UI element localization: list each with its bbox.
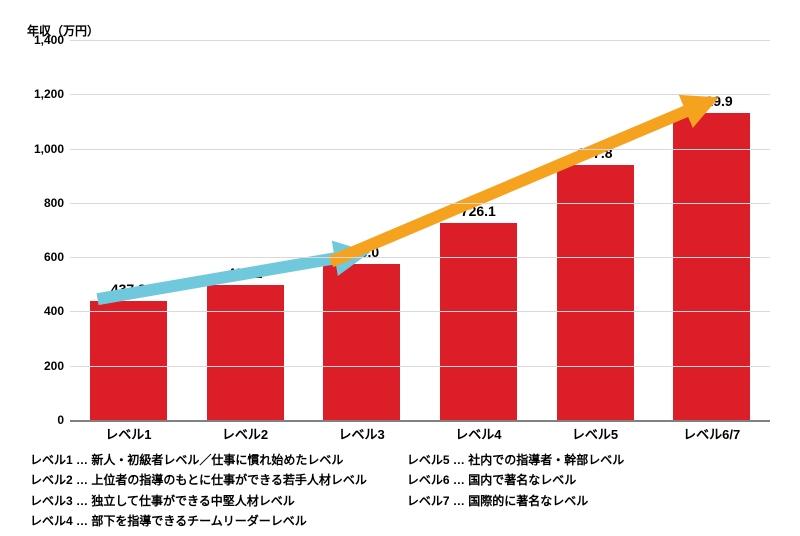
gridline — [70, 94, 770, 95]
y-tick-label: 800 — [4, 196, 64, 210]
legend-item-key: レベル5 … — [407, 450, 465, 470]
x-category-label: レベル6/7 — [683, 424, 740, 443]
gridline — [70, 366, 770, 367]
y-tick-label: 1,000 — [4, 142, 64, 156]
legend-item: レベル2 … 上位者の指導のもとに仕事ができる若手人材レベル — [30, 470, 367, 490]
legend-item-key: レベル2 … — [30, 470, 88, 490]
y-tick-label: 400 — [4, 304, 64, 318]
legend-col-right: レベル5 … 社内での指導者・幹部レベルレベル6 … 国内で著名なレベルレベル7… — [407, 450, 624, 532]
bar-value-label: 726.1 — [440, 203, 517, 223]
bar: 1129.9 — [673, 113, 750, 420]
gridline — [70, 420, 770, 422]
legend-item-key: レベル4 … — [30, 511, 88, 531]
bar: 437.8 — [90, 301, 167, 420]
x-category-label: レベル4 — [455, 424, 501, 443]
legend-item-key: レベル3 … — [30, 491, 88, 511]
bar-value-label: 576.0 — [323, 244, 400, 264]
x-category-label: レベル5 — [572, 424, 618, 443]
legend-item: レベル6 … 国内で著名なレベル — [407, 470, 624, 490]
legend-item-key: レベル7 … — [407, 491, 465, 511]
legend-item-desc: 上位者の指導のもとに仕事ができる若手人材レベル — [88, 473, 367, 487]
legend-item-desc: 独立して仕事ができる中堅人材レベル — [88, 494, 295, 508]
legend: レベル1 … 新人・初級者レベル／仕事に慣れ始めたレベルレベル2 … 上位者の指… — [30, 450, 770, 532]
trend-arrows — [70, 40, 770, 420]
gridline — [70, 203, 770, 204]
bar-value-label: 499.2 — [207, 265, 284, 285]
legend-col-left: レベル1 … 新人・初級者レベル／仕事に慣れ始めたレベルレベル2 … 上位者の指… — [30, 450, 367, 532]
legend-item-desc: 社内での指導者・幹部レベル — [465, 453, 624, 467]
legend-item: レベル1 … 新人・初級者レベル／仕事に慣れ始めたレベル — [30, 450, 367, 470]
legend-item-desc: 新人・初級者レベル／仕事に慣れ始めたレベル — [88, 453, 343, 467]
gridline — [70, 311, 770, 312]
y-tick-label: 1,400 — [4, 33, 64, 47]
legend-item-desc: 国際的に著名なレベル — [465, 494, 588, 508]
x-category-label: レベル2 — [222, 424, 268, 443]
y-tick-label: 200 — [4, 359, 64, 373]
legend-item: レベル7 … 国際的に著名なレベル — [407, 491, 624, 511]
legend-item-key: レベル1 … — [30, 450, 88, 470]
y-tick-label: 600 — [4, 250, 64, 264]
x-category-label: レベル3 — [339, 424, 385, 443]
y-tick-label: 1,200 — [4, 87, 64, 101]
x-category-label: レベル1 — [105, 424, 151, 443]
y-tick-label: 0 — [4, 413, 64, 427]
legend-item-desc: 国内で著名なレベル — [465, 473, 576, 487]
bar: 726.1 — [440, 223, 517, 420]
legend-item: レベル4 … 部下を指導できるチームリーダーレベル — [30, 511, 367, 531]
gridline — [70, 149, 770, 150]
legend-item: レベル5 … 社内での指導者・幹部レベル — [407, 450, 624, 470]
legend-item: レベル3 … 独立して仕事ができる中堅人材レベル — [30, 491, 367, 511]
bar-value-label: 1129.9 — [673, 93, 750, 113]
legend-item-desc: 部下を指導できるチームリーダーレベル — [88, 514, 307, 528]
bar: 499.2 — [207, 285, 284, 420]
gridline — [70, 257, 770, 258]
gridline — [70, 40, 770, 41]
chart-plot-area: 437.8499.2576.0726.1937.81129.9 02004006… — [70, 40, 770, 420]
bar-value-label: 437.8 — [90, 281, 167, 301]
legend-item-key: レベル6 … — [407, 470, 465, 490]
bar: 576.0 — [323, 264, 400, 420]
